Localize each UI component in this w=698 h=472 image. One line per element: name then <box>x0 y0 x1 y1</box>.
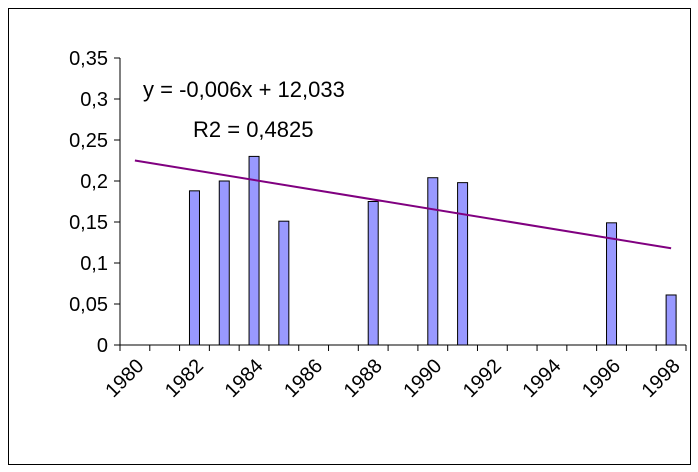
y-tick-label: 0,2 <box>80 171 108 193</box>
y-tick-label: 0,05 <box>69 294 108 316</box>
bar <box>188 190 200 346</box>
y-tick-label: 0,3 <box>80 89 108 111</box>
y-tick-label: 0 <box>97 335 108 357</box>
bar <box>427 177 439 346</box>
bar <box>367 201 379 346</box>
bar <box>278 220 290 346</box>
bar <box>248 155 260 346</box>
bar <box>218 180 230 346</box>
y-tick-label: 0,35 <box>69 48 108 70</box>
trendline <box>134 159 672 250</box>
y-tick-label: 0,15 <box>69 212 108 234</box>
bar <box>457 182 469 346</box>
bar <box>665 294 677 346</box>
trend-equation: y = -0,006x + 12,033 <box>143 77 345 102</box>
y-tick-label: 0,1 <box>80 253 108 275</box>
trend-r2: R2 = 0,4825 <box>193 117 313 142</box>
y-tick-label: 0,25 <box>69 130 108 152</box>
chart-border <box>8 8 691 465</box>
bar <box>606 222 618 346</box>
